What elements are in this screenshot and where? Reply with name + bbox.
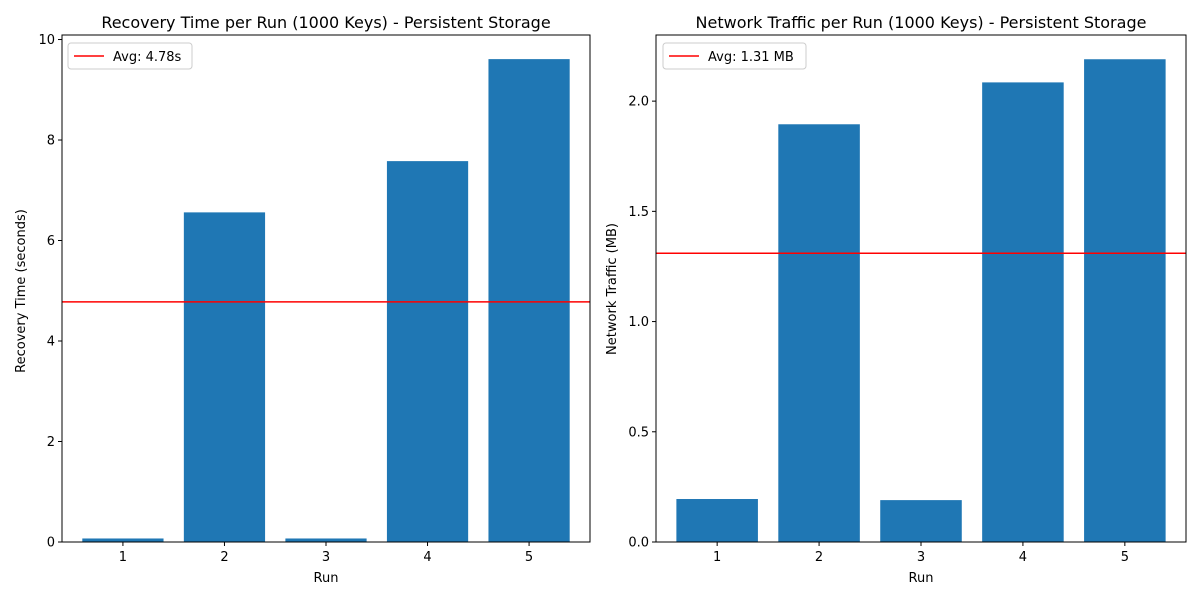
legend-box — [67, 42, 193, 70]
legend: Avg: 4.78s — [67, 42, 193, 70]
legend-box — [662, 42, 807, 70]
y-tick-label: 10 — [38, 33, 55, 48]
bar-run-1 — [82, 538, 164, 542]
x-tick-label: 2 — [220, 550, 228, 565]
y-axis-label: Recovery Time (seconds) — [14, 209, 29, 373]
x-tick-label: 5 — [525, 550, 533, 565]
bar-run-5 — [488, 59, 570, 543]
bar-run-4 — [982, 82, 1064, 542]
y-tick-label: 0.5 — [628, 425, 649, 440]
chart-title: Recovery Time per Run (1000 Keys) - Pers… — [101, 13, 550, 32]
y-tick-label: 0 — [47, 536, 55, 551]
y-tick-label: 1.5 — [628, 205, 649, 220]
y-ticks: 0.0 0.5 1.0 1.5 2.0 — [628, 95, 656, 551]
y-tick-label: 0.0 — [628, 536, 649, 551]
x-ticks: 1 2 3 4 5 — [713, 542, 1129, 565]
y-tick-label: 4 — [47, 335, 55, 350]
bar-run-3 — [285, 538, 367, 542]
y-tick-label: 8 — [47, 134, 55, 149]
bar-run-2 — [778, 124, 860, 542]
bar-run-5 — [1084, 59, 1166, 542]
bar-run-3 — [880, 500, 962, 542]
y-tick-label: 2.0 — [628, 95, 649, 110]
x-tick-label: 5 — [1121, 550, 1129, 565]
x-tick-label: 4 — [423, 550, 431, 565]
x-tick-label: 3 — [917, 550, 925, 565]
x-tick-label: 3 — [322, 550, 330, 565]
bar-run-2 — [183, 212, 266, 542]
y-tick-label: 2 — [47, 435, 55, 450]
bar-run-4 — [386, 161, 469, 543]
legend-label: Avg: 4.78s — [113, 50, 182, 65]
chart-title: Network Traffic per Run (1000 Keys) - Pe… — [696, 13, 1147, 32]
x-tick-label: 2 — [815, 550, 823, 565]
recovery-time-chart: Recovery Time per Run (1000 Keys) - Pers… — [14, 13, 591, 586]
x-axis-label: Run — [314, 571, 339, 586]
y-tick-label: 6 — [47, 234, 55, 249]
y-axis-label: Network Traffic (MB) — [605, 223, 620, 355]
network-traffic-chart: Network Traffic per Run (1000 Keys) - Pe… — [605, 13, 1187, 586]
y-ticks: 0 2 4 6 8 10 — [38, 33, 62, 551]
x-ticks: 1 2 3 4 5 — [119, 542, 533, 565]
bars — [676, 59, 1166, 542]
x-axis-label: Run — [909, 571, 934, 586]
legend-label: Avg: 1.31 MB — [708, 50, 794, 65]
bars — [82, 59, 570, 543]
legend: Avg: 1.31 MB — [662, 42, 807, 70]
x-tick-label: 1 — [713, 550, 721, 565]
bar-run-1 — [676, 499, 758, 542]
x-tick-label: 4 — [1019, 550, 1027, 565]
y-tick-label: 1.0 — [628, 315, 649, 330]
x-tick-label: 1 — [119, 550, 127, 565]
